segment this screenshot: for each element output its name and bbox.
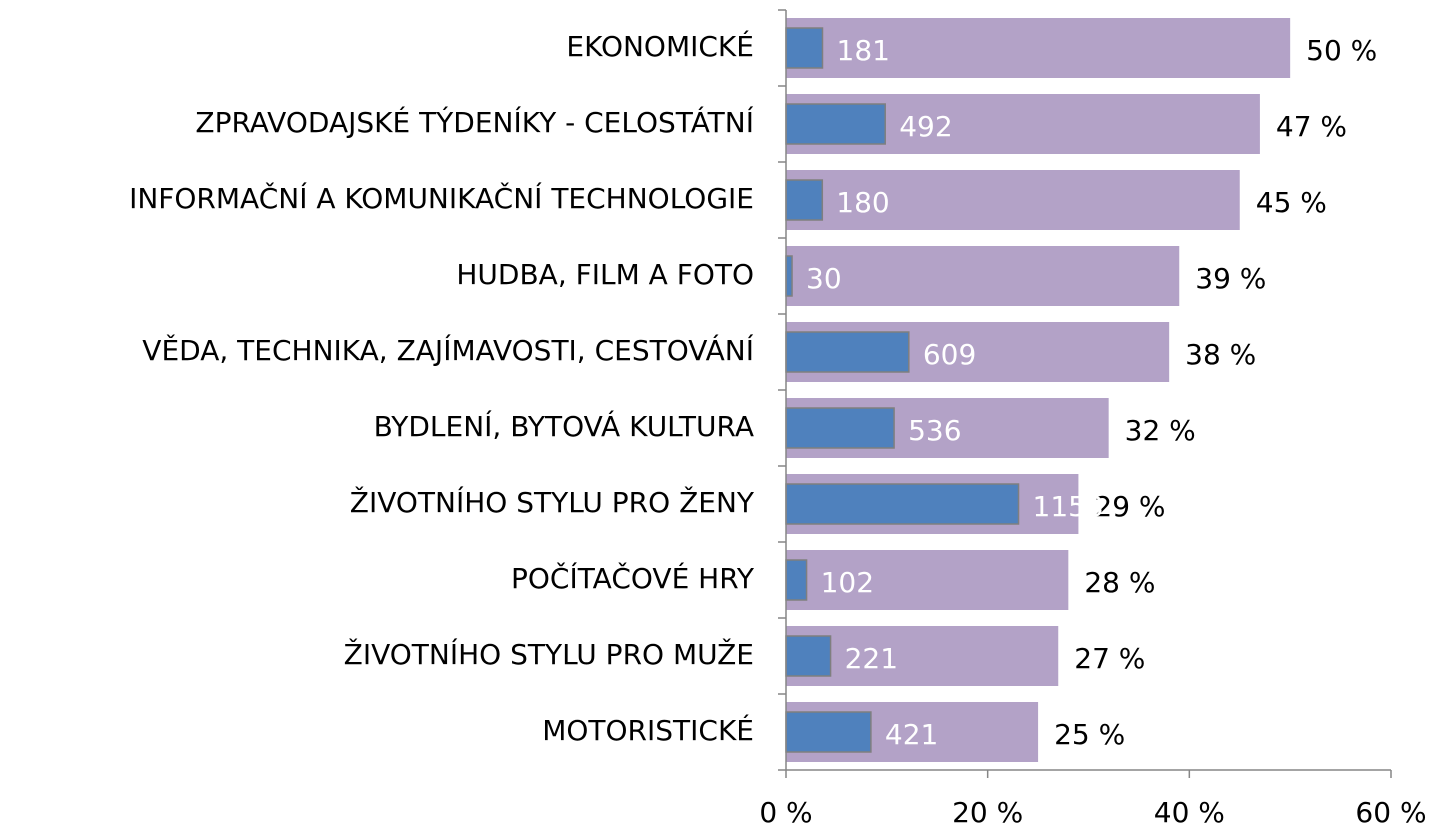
y-tick-label: HUDBA, FILM A FOTO — [456, 258, 754, 291]
x-tick-label: 40 % — [1154, 796, 1225, 829]
y-tick-label: ZPRAVODAJSKÉ TÝDENÍKY - CELOSTÁTNÍ — [195, 105, 754, 139]
bar — [786, 170, 1240, 230]
data-label: 25 % — [1054, 718, 1125, 751]
y-tick-label: ŽIVOTNÍHO STYLU PRO MUŽE — [344, 637, 754, 671]
data-label: 421 — [885, 718, 938, 751]
y-tick-label: INFORMAČNÍ A KOMUNIKAČNÍ TECHNOLOGIE — [129, 181, 754, 215]
y-tick-label: BYDLENÍ, BYTOVÁ KULTURA — [374, 409, 754, 443]
bar — [786, 18, 1291, 78]
data-label: 536 — [908, 414, 961, 447]
bar — [785, 483, 1020, 525]
y-tick-label: MOTORISTICKÉ — [542, 713, 754, 747]
data-label: 181 — [837, 34, 890, 67]
x-tick-label: 20 % — [952, 796, 1023, 829]
y-tick-label: EKONOMICKÉ — [566, 29, 754, 63]
y-tick-label: VĚDA, TECHNIKA, ZAJÍMAVOSTI, CESTOVÁNÍ — [142, 333, 754, 367]
bar — [786, 550, 1069, 610]
data-label: 180 — [836, 186, 889, 219]
data-label: 39 % — [1195, 262, 1266, 295]
y-tick-label: POČÍTAČOVÉ HRY — [511, 561, 755, 595]
bar — [785, 407, 895, 449]
x-tick-label: 0 % — [759, 796, 812, 829]
data-label: 32 % — [1125, 414, 1196, 447]
data-label: 29 % — [1094, 490, 1165, 523]
data-label: 28 % — [1084, 566, 1155, 599]
x-tick-label: 60 % — [1355, 796, 1426, 829]
data-label: 492 — [899, 110, 952, 143]
bar — [785, 559, 808, 601]
data-label: 38 % — [1185, 338, 1256, 371]
data-label: 609 — [923, 338, 976, 371]
data-label: 47 % — [1276, 110, 1347, 143]
data-label: 221 — [845, 642, 898, 675]
bar — [785, 27, 824, 69]
data-label: 102 — [821, 566, 874, 599]
bar — [786, 626, 1059, 686]
bar — [785, 103, 886, 145]
bar — [785, 711, 872, 753]
data-label: 50 % — [1306, 34, 1377, 67]
data-label: 45 % — [1256, 186, 1327, 219]
bar — [785, 255, 793, 297]
data-label: 1153 — [1033, 490, 1104, 523]
data-label: 27 % — [1074, 642, 1145, 675]
bar — [785, 635, 832, 677]
bar — [785, 331, 910, 373]
data-label: 30 — [806, 262, 842, 295]
bar — [785, 179, 824, 221]
bar — [786, 246, 1180, 306]
y-tick-label: ŽIVOTNÍHO STYLU PRO ŽENY — [350, 485, 755, 519]
